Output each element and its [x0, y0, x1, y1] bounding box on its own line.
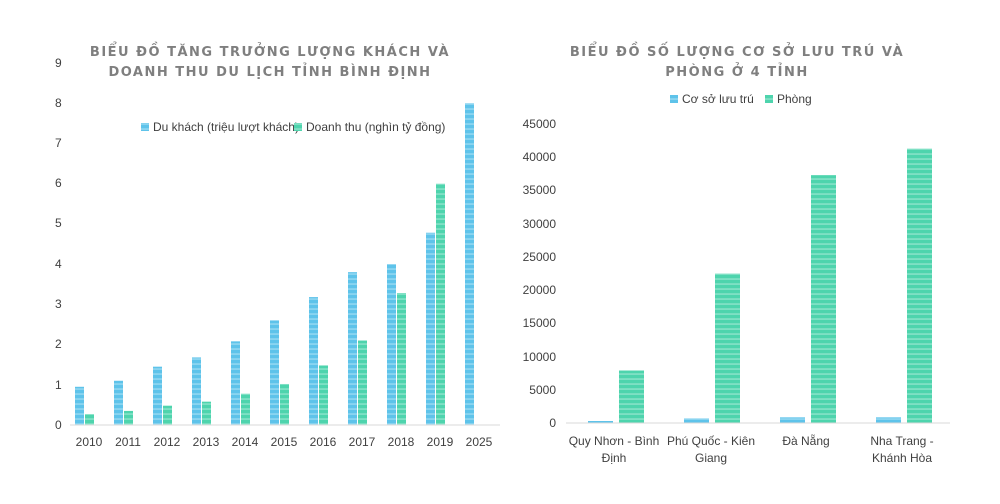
chart-1-y-tick: 8 [55, 96, 62, 110]
chart-1-x-tick: 2016 [310, 435, 337, 449]
chart-1-x-tick: 2012 [154, 435, 181, 449]
chart-2-y-tick: 15000 [523, 316, 557, 330]
chart-1-bar-series-1 [387, 264, 396, 425]
chart-1-y-tick: 3 [55, 297, 62, 311]
chart-1-bar-series-1 [348, 272, 357, 425]
chart-1-bar-series-1 [153, 366, 162, 425]
chart-1-bar-series-1 [309, 297, 318, 425]
chart-1-y-tick: 5 [55, 216, 62, 230]
chart-1-legend-swatch-visitors [141, 123, 149, 131]
chart-2-bar-series-1 [684, 418, 709, 423]
chart-1-bar-series-2 [202, 401, 211, 425]
chart-1-bar-series-2 [319, 365, 328, 425]
chart-2-y-axis: 0 5000 10000 15000 20000 25000 30000 350… [523, 117, 557, 430]
chart-1-bar-series-2 [397, 293, 406, 425]
chart-2-bar-series-2 [619, 370, 644, 423]
chart-1-bar-series-2 [241, 393, 250, 425]
chart-1-y-tick: 7 [55, 136, 62, 150]
chart-1-legend-swatch-revenue [294, 123, 302, 131]
chart-1-bar-series-2 [163, 405, 172, 425]
chart-1-y-axis: 0 1 2 3 4 5 6 7 8 9 [55, 56, 62, 432]
chart-2-legend-swatch-facilities [670, 95, 678, 103]
chart-2-x-axis: Quy Nhơn - Bình Định Phú Quốc - Kiên Gia… [569, 433, 934, 465]
chart-2-bar-series-2 [715, 273, 740, 423]
chart-2-bar-series-1 [876, 417, 901, 423]
chart-2-y-tick: 35000 [523, 183, 557, 197]
chart-1-y-tick: 2 [55, 337, 62, 351]
chart-1-y-tick: 6 [55, 176, 62, 190]
chart-1-x-tick: 2014 [232, 435, 259, 449]
chart-1-bar-series-1 [192, 357, 201, 425]
chart-2-x-tick: Đà Nẵng [782, 433, 829, 448]
chart-1-bar-series-1 [114, 380, 123, 425]
chart-1-y-tick: 4 [55, 257, 62, 271]
chart-1-legend-label-revenue: Doanh thu (nghìn tỷ đồng) [306, 120, 445, 134]
chart-2-bars [588, 148, 932, 423]
chart-1-title-line-2: DOANH THU DU LỊCH TỈNH BÌNH ĐỊNH [108, 63, 431, 80]
chart-1-x-tick: 2025 [466, 435, 493, 449]
chart-1-x-tick: 2019 [427, 435, 454, 449]
chart-2-title-line-1: BIỂU ĐỒ SỐ LƯỢNG CƠ SỞ LƯU TRÚ VÀ [570, 42, 904, 60]
chart-1-bar-series-1 [465, 103, 474, 425]
chart-2-y-tick: 20000 [523, 283, 557, 297]
chart-2-x-tick: Khánh Hòa [872, 451, 932, 465]
chart-2-x-tick: Phú Quốc - Kiên [667, 434, 755, 448]
chart-1-y-tick: 0 [55, 418, 62, 432]
chart-2-x-tick: Định [602, 451, 627, 465]
chart-1-x-tick: 2010 [76, 435, 103, 449]
chart-2-legend-label-facilities: Cơ sở lưu trú [682, 92, 754, 106]
chart-2-legend: Cơ sở lưu trú Phòng [670, 92, 812, 106]
chart-1-bar-series-2 [280, 383, 289, 425]
chart-2-y-tick: 10000 [523, 350, 557, 364]
chart-1-x-tick: 2018 [388, 435, 415, 449]
chart-2-x-tick: Quy Nhơn - Bình [569, 434, 660, 448]
chart-tourism-growth: BIỂU ĐỒ TĂNG TRƯỞNG LƯỢNG KHÁCH VÀ DOANH… [55, 42, 500, 449]
chart-1-bar-series-2 [436, 183, 445, 425]
chart-2-bar-series-2 [811, 175, 836, 423]
chart-1-bars [75, 103, 474, 425]
chart-2-y-tick: 25000 [523, 250, 557, 264]
chart-1-bar-series-1 [426, 232, 435, 425]
chart-2-bar-series-1 [780, 417, 805, 423]
chart-2-y-tick: 5000 [529, 383, 556, 397]
chart-2-bar-series-2 [907, 148, 932, 423]
chart-2-legend-swatch-rooms [765, 95, 773, 103]
chart-1-x-axis: 2010 2011 2012 2013 2014 2015 2016 2017 … [76, 435, 493, 449]
chart-1-bar-series-1 [231, 341, 240, 425]
chart-2-y-tick: 30000 [523, 217, 557, 231]
chart-1-x-tick: 2013 [193, 435, 220, 449]
chart-1-bar-series-2 [85, 414, 94, 425]
chart-2-y-tick: 40000 [523, 150, 557, 164]
chart-1-x-tick: 2015 [271, 435, 298, 449]
chart-2-y-tick: 0 [549, 416, 556, 430]
chart-1-title-line-1: BIỂU ĐỒ TĂNG TRƯỞNG LƯỢNG KHÁCH VÀ [90, 42, 450, 60]
chart-1-bar-series-1 [75, 386, 84, 425]
chart-2-legend-label-rooms: Phòng [777, 92, 812, 106]
chart-1-legend: Du khách (triệu lượt khách) Doanh thu (n… [141, 120, 445, 134]
chart-2-bar-series-1 [588, 421, 613, 423]
chart-2-x-tick: Giang [695, 451, 727, 465]
chart-1-x-tick: 2011 [115, 435, 141, 449]
chart-2-x-tick: Nha Trang - [870, 434, 933, 448]
chart-2-title-line-2: PHÒNG Ở 4 TỈNH [665, 63, 808, 80]
chart-1-bar-series-2 [124, 410, 133, 425]
chart-accommodation: BIỂU ĐỒ SỐ LƯỢNG CƠ SỞ LƯU TRÚ VÀ PHÒNG … [523, 42, 950, 465]
chart-1-x-tick: 2017 [349, 435, 376, 449]
chart-2-y-tick: 45000 [523, 117, 557, 131]
chart-1-bar-series-1 [270, 320, 279, 425]
chart-1-y-tick: 1 [55, 378, 62, 392]
chart-1-y-tick: 9 [55, 56, 62, 70]
chart-1-bar-series-2 [358, 340, 367, 425]
chart-1-legend-label-visitors: Du khách (triệu lượt khách) [153, 120, 299, 134]
